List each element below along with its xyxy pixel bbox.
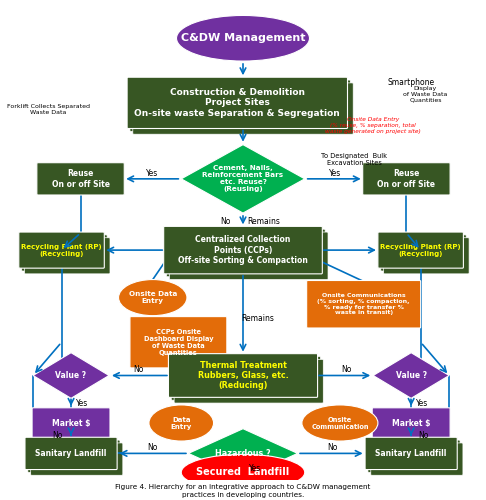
Text: C&DW Management: C&DW Management [181, 33, 305, 43]
Text: No: No [52, 431, 63, 440]
Text: Yes: Yes [417, 400, 429, 408]
Text: Sanitary Landfill: Sanitary Landfill [35, 449, 107, 458]
Text: No: No [221, 217, 231, 226]
Text: Construction & Demolition
Project Sites
On-site waste Separation & Segregation: Construction & Demolition Project Sites … [135, 88, 340, 118]
Text: No: No [133, 366, 144, 374]
FancyBboxPatch shape [169, 354, 317, 398]
FancyBboxPatch shape [24, 238, 110, 274]
Polygon shape [33, 352, 109, 399]
FancyBboxPatch shape [22, 235, 107, 271]
Polygon shape [373, 352, 449, 399]
Text: No: No [418, 431, 429, 440]
FancyBboxPatch shape [368, 440, 460, 472]
Text: To Designated  Bulk
Excavation Sites: To Designated Bulk Excavation Sites [321, 154, 387, 166]
Text: CCPs Onsite
Dashboard Display
of Waste Data
Quantities: CCPs Onsite Dashboard Display of Waste D… [143, 329, 213, 356]
FancyBboxPatch shape [378, 232, 463, 268]
Text: Yes: Yes [249, 464, 261, 473]
FancyBboxPatch shape [127, 77, 347, 128]
FancyBboxPatch shape [37, 162, 124, 195]
Text: Cement, Nails,
Reinforcement Bars
etc. Reuse?
(Reusing): Cement, Nails, Reinforcement Bars etc. R… [203, 166, 283, 192]
Text: No: No [341, 366, 352, 374]
Text: Smartphone: Smartphone [388, 78, 434, 88]
FancyBboxPatch shape [372, 408, 450, 438]
Ellipse shape [302, 405, 378, 441]
Text: Remains: Remains [247, 217, 280, 226]
Text: Secured  Landfill: Secured Landfill [196, 468, 290, 477]
Text: No: No [148, 443, 158, 452]
Text: Value ?: Value ? [55, 371, 87, 380]
Text: Onsite
Communication: Onsite Communication [311, 416, 369, 430]
Ellipse shape [149, 405, 213, 441]
Text: Data
Entry: Data Entry [171, 416, 192, 430]
Text: Figure 4. Hierarchy for an integrative approach to C&DW management
practices in : Figure 4. Hierarchy for an integrative a… [115, 484, 371, 498]
FancyBboxPatch shape [25, 437, 117, 470]
Polygon shape [181, 144, 305, 213]
Text: No: No [327, 443, 337, 452]
FancyBboxPatch shape [381, 235, 466, 271]
FancyBboxPatch shape [130, 316, 227, 368]
Text: Onsite Data
Entry: Onsite Data Entry [129, 291, 177, 304]
Text: Reuse
On or off Site: Reuse On or off Site [52, 169, 109, 188]
FancyBboxPatch shape [167, 229, 325, 276]
FancyBboxPatch shape [164, 226, 322, 274]
FancyBboxPatch shape [171, 356, 320, 400]
FancyBboxPatch shape [32, 408, 110, 438]
Text: Recycling Plant (RP)
(Recycling): Recycling Plant (RP) (Recycling) [21, 244, 102, 256]
FancyBboxPatch shape [170, 232, 328, 280]
Text: Remains: Remains [241, 314, 274, 323]
Text: Recycling Plant (RP)
(Recycling): Recycling Plant (RP) (Recycling) [381, 244, 461, 256]
FancyBboxPatch shape [383, 238, 469, 274]
Text: Thermal Treatment
Rubbers, Glass, etc.
(Reducing): Thermal Treatment Rubbers, Glass, etc. (… [198, 360, 288, 390]
Text: Forklift Collects Separated
Waste Data: Forklift Collects Separated Waste Data [7, 104, 90, 115]
FancyBboxPatch shape [28, 440, 120, 472]
FancyBboxPatch shape [174, 360, 323, 403]
Text: Onsite Data Entry
(% reuse, % separation, total
waste generated on project site): Onsite Data Entry (% reuse, % separation… [325, 118, 421, 134]
Ellipse shape [176, 16, 310, 61]
FancyBboxPatch shape [130, 80, 350, 132]
FancyBboxPatch shape [371, 443, 463, 476]
Ellipse shape [181, 454, 305, 490]
Text: Market $: Market $ [52, 418, 90, 428]
Text: Yes: Yes [146, 168, 158, 177]
FancyBboxPatch shape [363, 162, 450, 195]
Text: Sanitary Landfill: Sanitary Landfill [376, 449, 447, 458]
Polygon shape [189, 428, 297, 478]
Text: Centralized Collection
Points (CCPs)
Off-site Sorting & Compaction: Centralized Collection Points (CCPs) Off… [178, 235, 308, 265]
Text: Yes: Yes [329, 168, 341, 177]
Text: Display
of Waste Data
Quantities: Display of Waste Data Quantities [403, 86, 448, 102]
Ellipse shape [119, 280, 187, 316]
Text: Reuse
On or off Site: Reuse On or off Site [378, 169, 435, 188]
FancyBboxPatch shape [307, 280, 421, 328]
Text: Hazardous ?: Hazardous ? [215, 449, 271, 458]
FancyBboxPatch shape [31, 443, 123, 476]
FancyBboxPatch shape [365, 437, 457, 470]
Text: Value ?: Value ? [396, 371, 427, 380]
Text: Onsite Communications
(% sorting, % compaction,
% ready for transfer %
waste in : Onsite Communications (% sorting, % comp… [317, 293, 410, 316]
Text: Market $: Market $ [392, 418, 431, 428]
FancyBboxPatch shape [19, 232, 104, 268]
FancyBboxPatch shape [133, 83, 353, 134]
Text: Yes: Yes [76, 400, 88, 408]
